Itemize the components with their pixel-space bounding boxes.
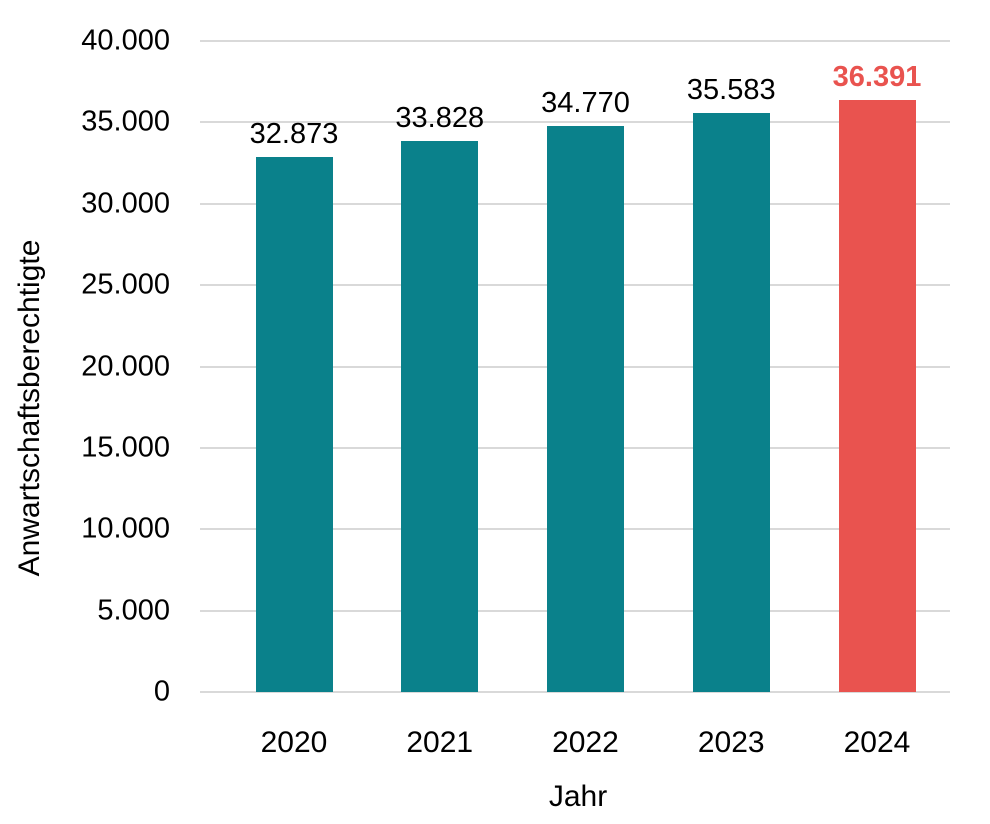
- y-gridline: [200, 121, 950, 124]
- y-tick-label: 35.000: [81, 105, 170, 138]
- bar-2021: [401, 141, 479, 692]
- bar-2023: [692, 112, 770, 692]
- y-tick-label: 10.000: [81, 512, 170, 545]
- bar-value-label: 33.828: [395, 102, 485, 135]
- x-axis-baseline: [200, 691, 950, 693]
- x-tick-label: 2024: [843, 726, 911, 759]
- y-tick-label: 5.000: [97, 594, 170, 627]
- y-tick-label: 40.000: [81, 24, 170, 57]
- y-tick-label: 0: [153, 675, 170, 708]
- bar-value-label: 32.873: [249, 117, 339, 150]
- x-tick-label: 2020: [260, 726, 328, 759]
- x-tick-label: 2022: [552, 726, 619, 759]
- y-tick-label: 15.000: [81, 431, 170, 464]
- bar-value-label: 34.770: [541, 87, 630, 120]
- y-axis-title: Anwartschaftsberechtigte: [13, 239, 46, 577]
- bar-value-label: 35.583: [686, 73, 776, 106]
- y-tick-label: 20.000: [81, 350, 170, 382]
- y-gridline: [200, 40, 950, 42]
- bar-2024: [838, 99, 916, 692]
- x-axis-title: Jahr: [548, 780, 608, 813]
- bar-2022: [547, 126, 624, 692]
- x-tick-label: 2023: [697, 726, 765, 759]
- bar-2020: [255, 156, 333, 692]
- y-tick-label: 25.000: [81, 268, 170, 301]
- x-tick-label: 2021: [406, 726, 474, 759]
- bar-value-label: 36.391: [832, 60, 922, 93]
- y-tick-label: 30.000: [81, 187, 170, 220]
